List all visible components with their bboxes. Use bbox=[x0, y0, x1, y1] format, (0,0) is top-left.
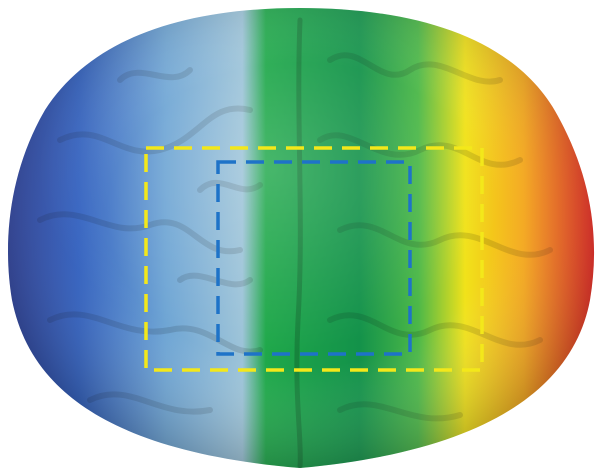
brain-shape bbox=[8, 8, 595, 468]
inner-dashed-box bbox=[216, 160, 412, 356]
outer-dashed-box bbox=[144, 146, 484, 372]
